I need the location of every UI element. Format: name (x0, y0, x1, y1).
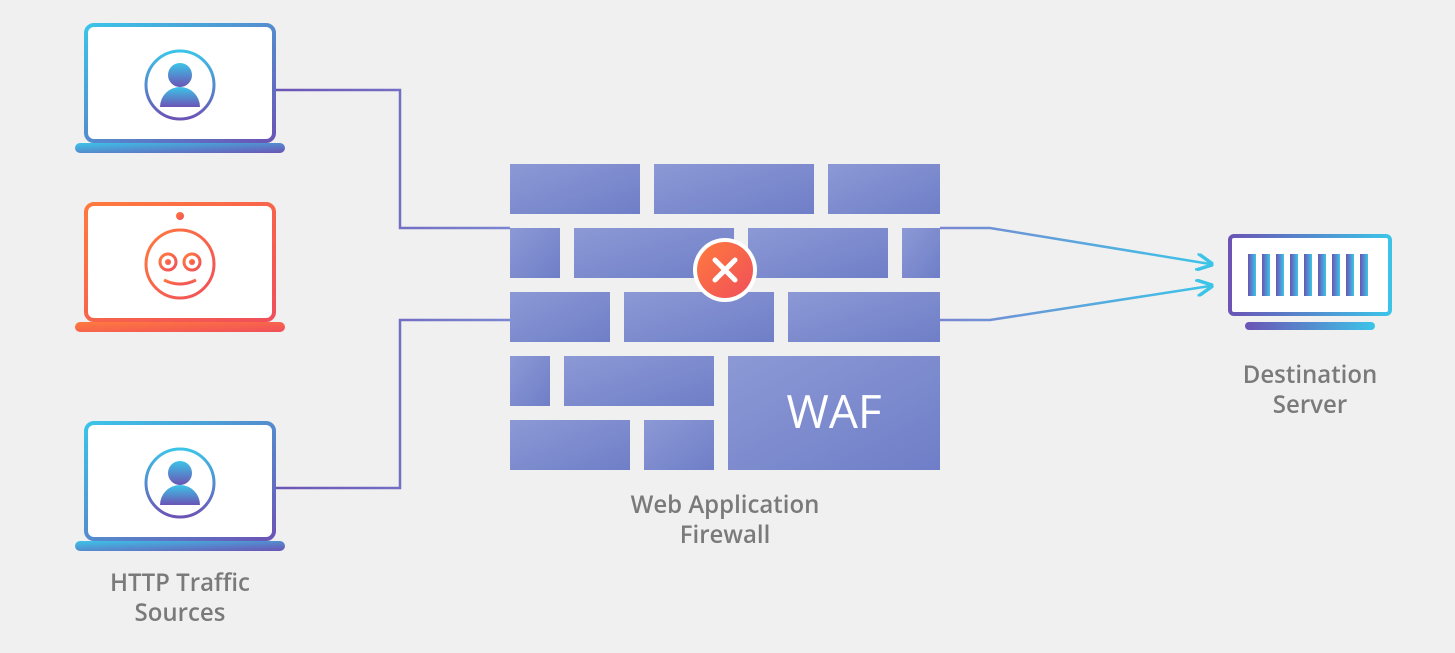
label-waf-line1: Web Application (631, 488, 820, 521)
label-dest-line2: Server (1273, 388, 1347, 421)
laptop-bad-bot (75, 204, 285, 332)
label-http-sources-line1: HTTP Traffic (110, 566, 250, 599)
label-waf: Web Application Firewall (565, 490, 885, 550)
label-http-sources: HTTP Traffic Sources (60, 568, 300, 628)
label-waf-line2: Firewall (680, 518, 771, 551)
destination-server-icon (1230, 236, 1390, 330)
label-destination-server: Destination Server (1200, 360, 1420, 420)
blocked-badge (693, 238, 757, 302)
label-http-sources-line2: Sources (135, 596, 226, 629)
flow-bottom-to-waf (274, 320, 510, 488)
laptop-good-user-top (75, 25, 285, 153)
flow-waf-to-server-bot (940, 286, 1210, 320)
waf-brick-label: WAF (786, 380, 881, 442)
flow-waf-to-server-top (940, 228, 1210, 264)
firewall-wall: WAF (510, 164, 940, 470)
diagram-svg: WAF (0, 0, 1455, 653)
label-dest-line1: Destination (1243, 358, 1378, 391)
diagram-stage: WAF HTTP Traffic Sources Web Application… (0, 0, 1455, 653)
laptop-good-user-bottom (75, 423, 285, 551)
flow-top-to-waf (274, 90, 510, 228)
